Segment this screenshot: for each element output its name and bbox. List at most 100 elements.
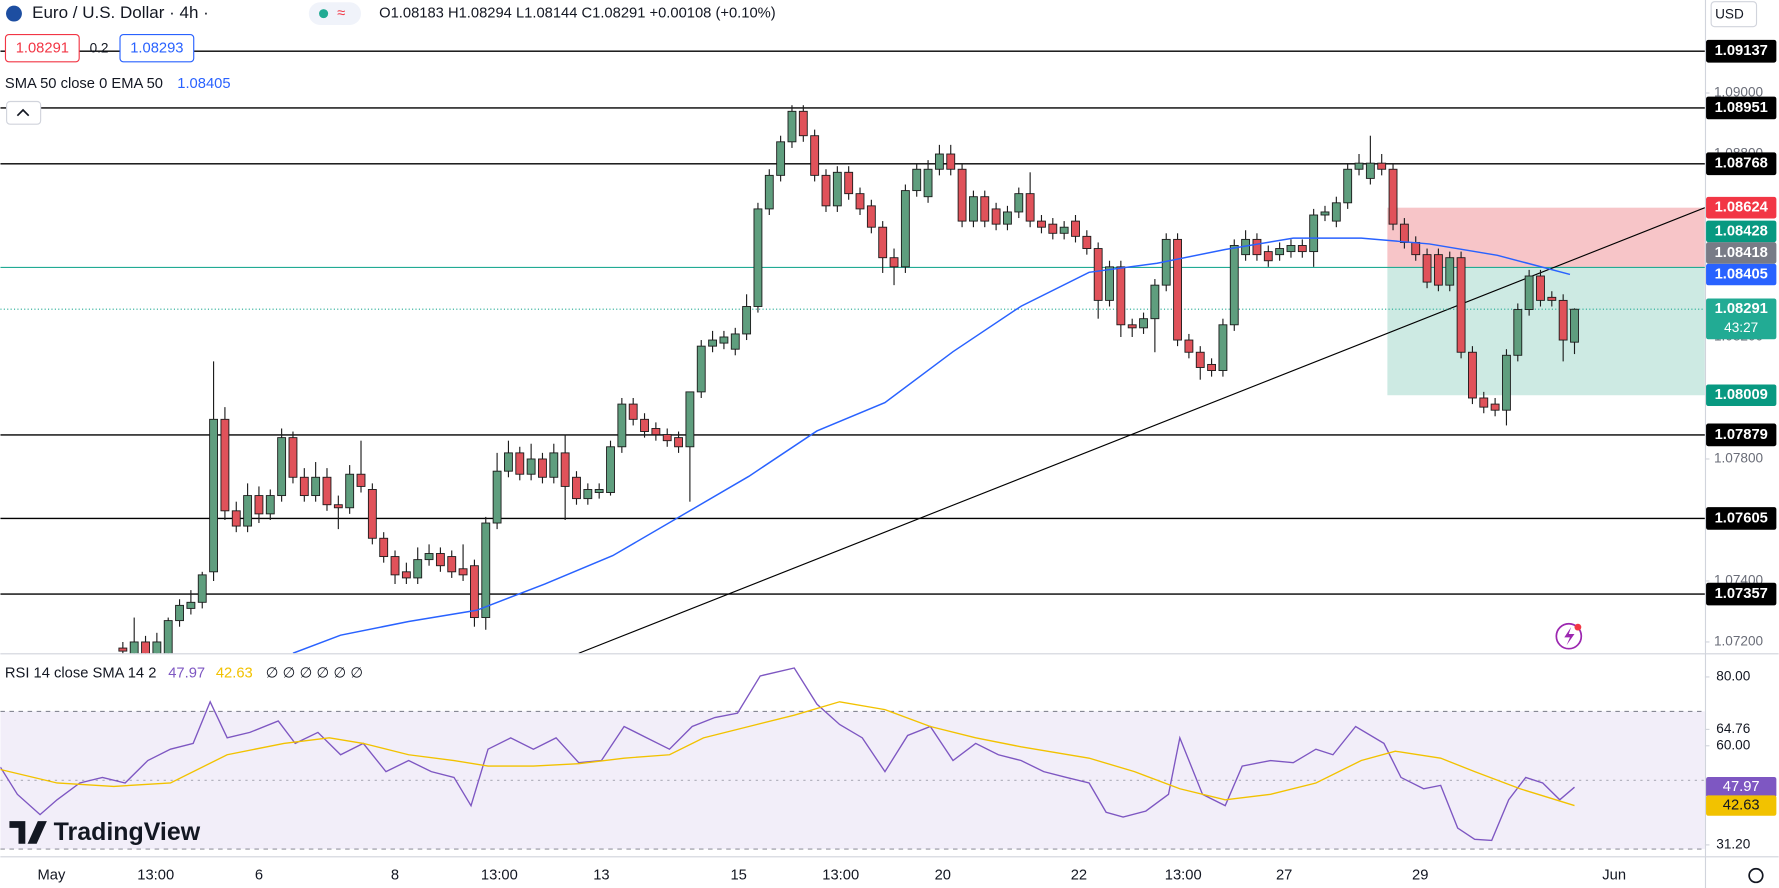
candle-body — [1195, 351, 1205, 368]
level-label: 1.07357 — [1715, 586, 1768, 602]
y-tick-label: 1.07800 — [1714, 451, 1764, 466]
wave-icon: ≈ — [337, 5, 345, 21]
candle-body — [186, 601, 196, 609]
flag-icon — [6, 5, 22, 22]
candle-body — [1320, 211, 1330, 216]
candle-body — [1570, 308, 1579, 343]
candle-body — [220, 418, 230, 512]
candle-body — [787, 110, 797, 143]
candle-body — [866, 205, 876, 228]
candle-body — [662, 434, 672, 442]
currency[interactable]: USD — [1715, 6, 1744, 21]
candle-body — [844, 171, 854, 195]
collapse-icon — [16, 108, 30, 117]
candle-body — [299, 476, 309, 497]
price-marker-bg — [1706, 263, 1777, 286]
rsi-legend-value: 42.63 — [216, 666, 253, 682]
candle-body — [1479, 397, 1489, 408]
x-tick-label: 6 — [255, 867, 263, 883]
level-label: 1.09137 — [1715, 43, 1768, 59]
ema-legend: SMA 50 close 0 EMA 50 — [5, 76, 163, 92]
buy-button[interactable] — [119, 34, 195, 63]
candle-body — [1263, 251, 1273, 262]
y-tick-label: 64.76 — [1716, 721, 1750, 736]
candle-body — [1468, 351, 1477, 399]
candle-body — [753, 208, 763, 307]
x-tick-label: 13:00 — [137, 867, 174, 883]
ema-line — [292, 237, 1571, 654]
target-zone — [1387, 267, 1705, 396]
candle-body — [685, 391, 695, 448]
candle-body — [288, 437, 298, 478]
candle-body — [458, 568, 468, 576]
x-tick-label: 8 — [391, 867, 399, 883]
candle-body — [435, 553, 445, 567]
candle-body — [572, 476, 581, 500]
candle-body — [481, 522, 491, 619]
candle-body — [1116, 266, 1126, 326]
candle-body — [345, 473, 355, 509]
rsi-line — [0, 701, 1575, 807]
candle-body — [1093, 248, 1103, 301]
rsi-marker-label: 47.97 — [1723, 779, 1760, 795]
candle-body — [1059, 226, 1069, 234]
rsi-marker-bg — [1706, 795, 1777, 816]
candle-body — [1354, 162, 1364, 170]
currency-button[interactable] — [1710, 1, 1758, 28]
main-pane — [0, 50, 1705, 654]
candle-body — [401, 571, 411, 579]
candle-body — [991, 208, 1001, 225]
candle-body — [1105, 266, 1114, 301]
ohlc-values: O1.08183 H1.08294 L1.08144 C1.08291 +0.0… — [379, 5, 776, 21]
price-marker-label: 1.08418 — [1715, 245, 1768, 261]
candle-body — [730, 333, 740, 350]
candle-body — [651, 428, 661, 436]
candle-body — [526, 458, 536, 475]
candle-body — [538, 458, 547, 478]
candle-body — [447, 556, 457, 573]
candle-body — [1184, 339, 1194, 353]
price-marker-label: 1.08428 — [1715, 223, 1768, 239]
rsi-marker-bg — [1706, 776, 1777, 798]
candle-body — [1082, 235, 1092, 250]
candle-body — [1139, 318, 1148, 329]
level-label: 1.07605 — [1715, 510, 1768, 526]
candle-body — [1252, 238, 1262, 256]
sell-button[interactable] — [4, 34, 80, 63]
candle-body — [980, 196, 990, 222]
collapse-button[interactable] — [6, 100, 42, 125]
candle-body — [390, 556, 400, 576]
sell-price[interactable]: 1.08291 — [16, 41, 69, 57]
x-tick-label: 20 — [935, 867, 951, 883]
market-open-dot — [319, 9, 329, 19]
level-label-bg — [1706, 423, 1777, 447]
level-label-bg — [1706, 507, 1777, 530]
candle-body — [254, 495, 264, 515]
buy-price[interactable]: 1.08293 — [130, 41, 183, 57]
candle-body — [1343, 168, 1353, 204]
settings-icon[interactable] — [1748, 867, 1764, 884]
candle-body — [1456, 257, 1466, 353]
level-label-bg — [1706, 96, 1777, 120]
candle-body — [674, 437, 683, 448]
y-tick-label: 1.07200 — [1714, 634, 1764, 649]
y-tick-label: 1.09000 — [1714, 85, 1764, 100]
candle-body — [1422, 254, 1432, 283]
candle-body — [1331, 202, 1341, 222]
candle-body — [934, 153, 944, 170]
status-pill[interactable] — [308, 2, 362, 25]
candle-body — [1547, 296, 1557, 301]
ema-legend-value: 1.08405 — [177, 76, 230, 92]
x-tick-label: 13:00 — [822, 867, 859, 883]
x-tick-label: Jun — [1602, 867, 1626, 883]
candle-body — [243, 495, 253, 527]
candle-body — [889, 257, 899, 268]
level-label-bg — [1706, 582, 1777, 606]
candle-body — [1365, 162, 1375, 179]
candle-body — [209, 418, 218, 573]
price-marker-bg — [1706, 384, 1777, 407]
candle-body — [1297, 245, 1307, 253]
candle-body — [1150, 284, 1160, 320]
x-tick-label: 13:00 — [1165, 867, 1202, 883]
